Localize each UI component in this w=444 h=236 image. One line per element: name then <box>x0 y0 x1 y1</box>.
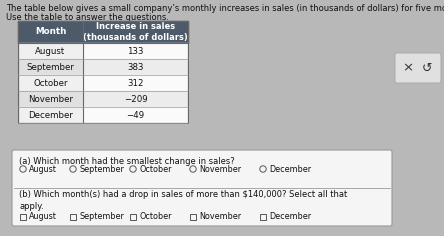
Bar <box>18 91 83 107</box>
Bar <box>18 21 188 43</box>
Text: Month: Month <box>35 28 66 37</box>
Bar <box>83 75 188 91</box>
Text: December: December <box>28 110 73 119</box>
Text: 312: 312 <box>127 79 144 88</box>
Text: 383: 383 <box>127 63 144 72</box>
Text: Use the table to answer the questions.: Use the table to answer the questions. <box>6 13 169 22</box>
Bar <box>18 107 83 123</box>
Bar <box>18 59 83 75</box>
Bar <box>18 43 83 59</box>
Text: October: October <box>33 79 68 88</box>
Text: −209: −209 <box>124 94 147 104</box>
Text: Increase in sales
(thousands of dollars): Increase in sales (thousands of dollars) <box>83 22 188 42</box>
Text: October: October <box>139 212 171 221</box>
Text: −49: −49 <box>127 110 145 119</box>
Bar <box>83 91 188 107</box>
Text: (b) Which month(s) had a drop in sales of more than $140,000? Select all that
ap: (b) Which month(s) had a drop in sales o… <box>19 190 347 211</box>
Text: December: December <box>269 212 311 221</box>
Bar <box>83 43 188 59</box>
Text: October: October <box>139 164 171 173</box>
Text: November: November <box>199 212 241 221</box>
Text: September: September <box>79 164 124 173</box>
Bar <box>18 75 83 91</box>
Text: The table below gives a small company’s monthly increases in sales (in thousands: The table below gives a small company’s … <box>6 4 444 13</box>
Text: September: September <box>79 212 124 221</box>
Text: August: August <box>29 164 57 173</box>
FancyBboxPatch shape <box>395 53 441 83</box>
Bar <box>190 214 196 219</box>
Bar <box>130 214 136 219</box>
Bar <box>260 214 266 219</box>
Bar <box>83 59 188 75</box>
Text: ×: × <box>402 62 413 75</box>
Text: August: August <box>29 212 57 221</box>
Bar <box>18 21 188 123</box>
Text: December: December <box>269 164 311 173</box>
FancyBboxPatch shape <box>12 150 392 226</box>
Text: August: August <box>36 46 66 55</box>
Bar <box>20 214 26 219</box>
Text: September: September <box>27 63 75 72</box>
Text: November: November <box>28 94 73 104</box>
Bar <box>83 107 188 123</box>
Text: 133: 133 <box>127 46 144 55</box>
Text: (a) Which month had the smallest change in sales?: (a) Which month had the smallest change … <box>19 157 235 166</box>
Text: November: November <box>199 164 241 173</box>
Bar <box>70 214 76 219</box>
Text: ↺: ↺ <box>422 62 432 75</box>
